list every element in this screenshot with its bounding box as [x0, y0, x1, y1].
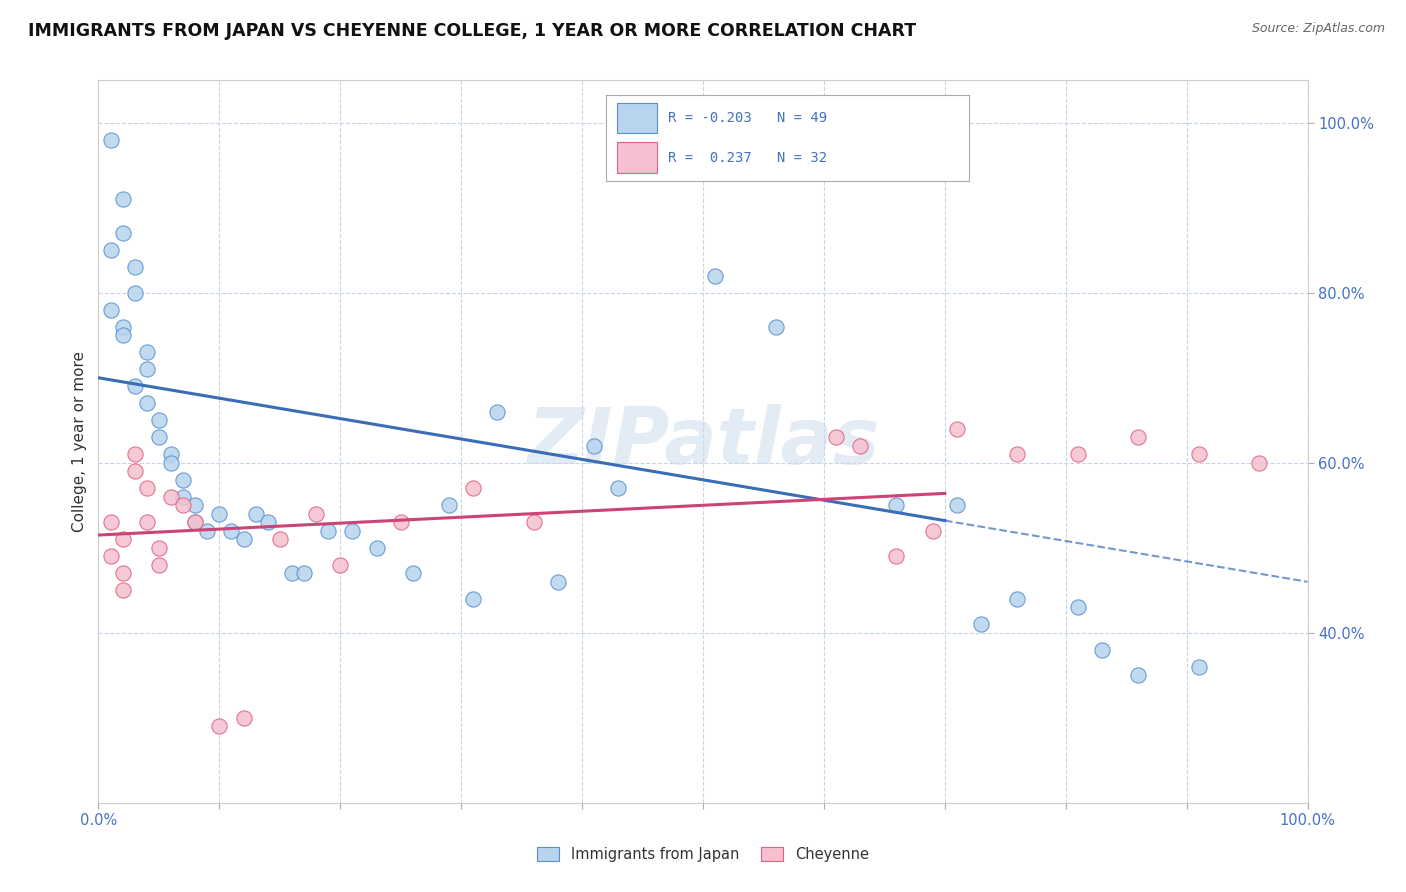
Point	[342, 524, 364, 538]
Point	[135, 345, 157, 359]
Point	[124, 447, 146, 461]
Point	[195, 524, 218, 538]
Point	[124, 379, 146, 393]
Y-axis label: College, 1 year or more: College, 1 year or more	[72, 351, 87, 532]
Point	[208, 719, 231, 733]
Point	[245, 507, 267, 521]
Point	[100, 302, 122, 317]
Point	[172, 490, 194, 504]
Point	[111, 319, 134, 334]
Point	[111, 192, 134, 206]
Point	[100, 516, 122, 530]
Point	[208, 507, 231, 521]
Point	[221, 524, 243, 538]
Point	[160, 490, 183, 504]
Point	[148, 558, 170, 572]
Point	[1188, 447, 1211, 461]
Point	[111, 566, 134, 581]
Point	[148, 541, 170, 555]
Point	[1007, 447, 1029, 461]
Point	[256, 516, 278, 530]
Point	[232, 533, 254, 547]
Point	[172, 498, 194, 512]
Point	[292, 566, 315, 581]
Text: ZIPatlas: ZIPatlas	[527, 403, 879, 480]
Point	[111, 227, 134, 241]
Point	[389, 516, 412, 530]
Point	[970, 617, 993, 632]
Point	[946, 498, 969, 512]
Point	[172, 473, 194, 487]
Point	[366, 541, 388, 555]
Point	[463, 481, 485, 495]
Point	[765, 319, 787, 334]
Point	[402, 566, 425, 581]
Point	[1091, 642, 1114, 657]
Point	[135, 516, 157, 530]
Point	[1128, 430, 1150, 444]
Point	[148, 430, 170, 444]
Point	[135, 396, 157, 410]
Point	[100, 549, 122, 564]
Point	[269, 533, 291, 547]
Point	[523, 516, 546, 530]
Point	[316, 524, 339, 538]
Point	[1067, 600, 1090, 615]
Point	[921, 524, 943, 538]
Point	[329, 558, 352, 572]
Point	[1128, 668, 1150, 682]
Point	[583, 439, 606, 453]
Point	[886, 498, 908, 512]
Point	[135, 481, 157, 495]
Point	[1249, 456, 1271, 470]
Point	[124, 260, 146, 275]
Point	[184, 516, 207, 530]
Point	[100, 244, 122, 258]
Point	[160, 447, 183, 461]
Text: IMMIGRANTS FROM JAPAN VS CHEYENNE COLLEGE, 1 YEAR OR MORE CORRELATION CHART: IMMIGRANTS FROM JAPAN VS CHEYENNE COLLEG…	[28, 22, 917, 40]
Point	[463, 591, 485, 606]
Point	[437, 498, 460, 512]
Point	[281, 566, 304, 581]
Text: Source: ZipAtlas.com: Source: ZipAtlas.com	[1251, 22, 1385, 36]
Point	[135, 362, 157, 376]
Point	[1007, 591, 1029, 606]
Point	[124, 285, 146, 300]
Point	[886, 549, 908, 564]
Point	[305, 507, 328, 521]
Point	[946, 422, 969, 436]
Legend: Immigrants from Japan, Cheyenne: Immigrants from Japan, Cheyenne	[531, 840, 875, 868]
Point	[184, 498, 207, 512]
Point	[825, 430, 848, 444]
Point	[160, 456, 183, 470]
Point	[111, 328, 134, 343]
Point	[547, 574, 569, 589]
Point	[148, 413, 170, 427]
Point	[111, 533, 134, 547]
Point	[124, 464, 146, 478]
Point	[1188, 660, 1211, 674]
Point	[849, 439, 872, 453]
Point	[486, 405, 509, 419]
Point	[607, 481, 630, 495]
Point	[100, 133, 122, 147]
Point	[1067, 447, 1090, 461]
Point	[704, 268, 727, 283]
Point	[232, 711, 254, 725]
Point	[111, 583, 134, 598]
Point	[184, 516, 207, 530]
